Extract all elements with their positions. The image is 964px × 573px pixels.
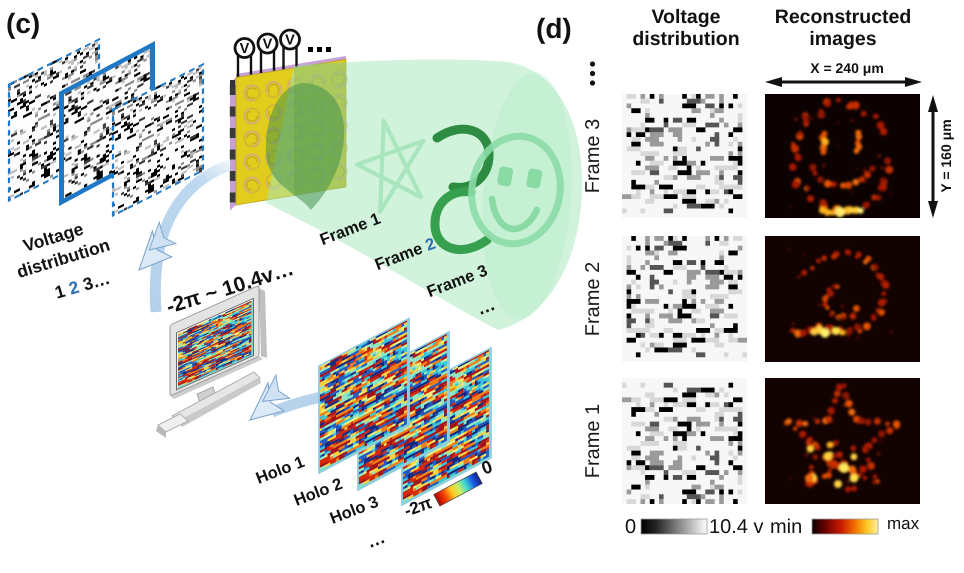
svg-text:V: V: [285, 33, 295, 49]
svg-text:V: V: [263, 37, 273, 53]
svg-text:Y = 160 μm: Y = 160 μm: [938, 119, 954, 192]
svg-text:Frame 1: Frame 1: [582, 404, 604, 478]
svg-text:V: V: [240, 41, 250, 57]
svg-text:min: min: [770, 516, 802, 538]
svg-text:Voltage: Voltage: [652, 6, 721, 28]
svg-text:max: max: [887, 514, 920, 533]
svg-text:0: 0: [625, 516, 636, 538]
svg-text:X = 240 μm: X = 240 μm: [810, 60, 884, 76]
svg-text:Reconstructed: Reconstructed: [775, 6, 912, 28]
svg-text:Frame 3: Frame 3: [582, 119, 604, 193]
svg-text:…: …: [364, 527, 388, 552]
svg-text:images: images: [809, 28, 876, 50]
svg-text:10.4 v: 10.4 v: [709, 516, 763, 538]
svg-text:…: …: [474, 294, 498, 319]
svg-text:Frame 2: Frame 2: [582, 262, 604, 336]
svg-text:distribution: distribution: [632, 28, 739, 50]
svg-text:(d): (d): [536, 13, 572, 44]
svg-text:(c): (c): [6, 8, 40, 39]
